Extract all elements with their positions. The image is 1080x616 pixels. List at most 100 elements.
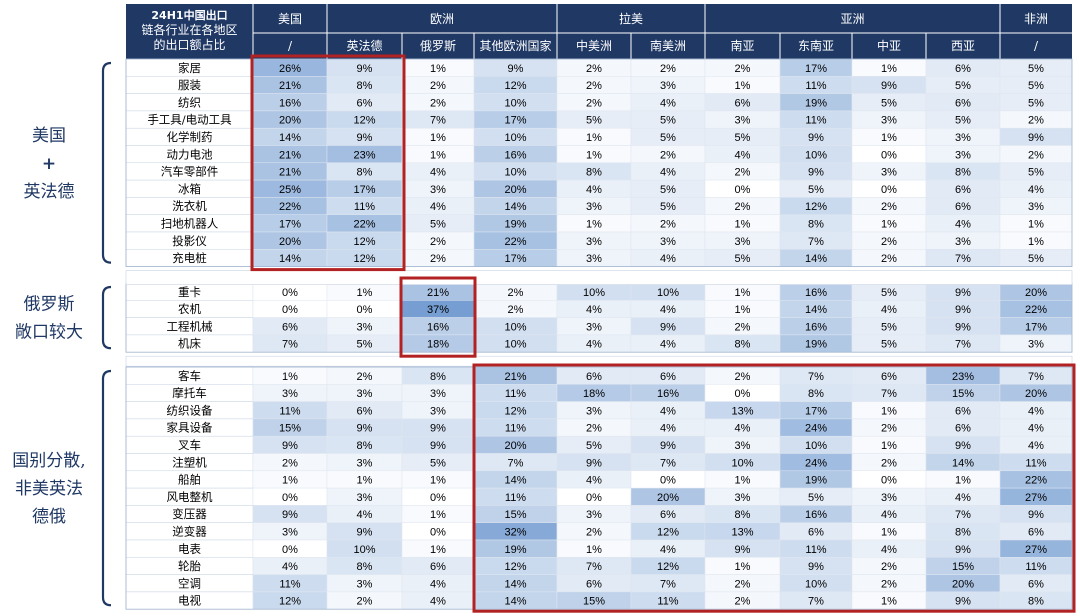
cell-value: 4% (430, 578, 446, 590)
row-label: 电视 (178, 594, 201, 608)
cell-value: 10% (805, 149, 827, 161)
row-label: 注塑机 (172, 455, 207, 469)
cell-value: 1% (586, 544, 602, 556)
cell-value: 11% (279, 578, 300, 590)
cell-value: 3% (735, 115, 751, 127)
cell-value: 23% (952, 371, 974, 383)
cell-value: 19% (805, 475, 827, 487)
group-bracket (101, 369, 112, 607)
cell-value: 2% (881, 561, 897, 573)
cell-value: 6% (430, 561, 446, 573)
cell-value: 9% (955, 321, 971, 333)
cell-value: 22% (279, 201, 301, 213)
cell-value: 16% (805, 287, 827, 299)
cell-value: 1% (282, 371, 298, 383)
cell-value: 2% (881, 578, 897, 590)
cell-value: 13% (731, 527, 753, 539)
cell-value: 1% (586, 149, 602, 161)
cell-value: 8% (808, 388, 824, 400)
cell-value: 4% (586, 339, 602, 351)
cell-value: 4% (660, 304, 676, 316)
cell-value: 1% (357, 475, 373, 487)
cell-value: 17% (504, 253, 526, 265)
cell-value: 12% (504, 561, 526, 573)
cell-value: 23% (353, 149, 375, 161)
cell-value: 8% (955, 527, 971, 539)
cell-value: 4% (660, 423, 676, 435)
cell-value: 4% (735, 423, 751, 435)
cell-value: 9% (1028, 132, 1044, 144)
cell-value: 20% (504, 184, 526, 196)
highlight-boxes (250, 54, 1076, 613)
cell-value: 14% (504, 201, 526, 213)
cell-value: 0% (282, 492, 298, 504)
row-label: 机床 (178, 337, 201, 351)
row-label: 轮胎 (178, 559, 201, 573)
cell-value: 1% (881, 219, 897, 231)
cell-value: 4% (430, 201, 446, 213)
cell-value: 6% (955, 63, 971, 75)
cell-value: 4% (586, 184, 602, 196)
cell-value: 8% (735, 339, 751, 351)
cell-value: 15% (583, 596, 605, 608)
row-label: 投影仪 (172, 234, 207, 248)
cell-value: 2% (1028, 149, 1044, 161)
cell-value: 1% (881, 63, 897, 75)
cell-value: 1% (430, 509, 446, 521)
cell-value: 2% (508, 287, 524, 299)
cell-value: 1% (735, 219, 751, 231)
cell-value: 3% (357, 492, 373, 504)
cell-value: 9% (660, 321, 676, 333)
cell-value: 1% (282, 475, 298, 487)
cell-value: 2% (881, 423, 897, 435)
cell-value: 2% (508, 304, 524, 316)
cell-value: 2% (430, 80, 446, 92)
cell-value: 3% (735, 236, 751, 248)
cell-value: 12% (353, 236, 375, 248)
column-header: 其他欧洲国家 (479, 38, 551, 53)
cell-value: 3% (955, 236, 971, 248)
cell-value: 10% (583, 287, 605, 299)
cell-value: 8% (808, 219, 824, 231)
cell-value: 14% (504, 475, 526, 487)
cell-value: 9% (955, 287, 971, 299)
cell-value: 5% (808, 184, 824, 196)
group-side-label: 非美英法 (15, 479, 83, 499)
cell-value: 1% (430, 149, 446, 161)
cell-value: 1% (735, 475, 751, 487)
cell-value: 8% (357, 80, 373, 92)
cell-value: 7% (955, 509, 971, 521)
cell-value: 5% (1028, 167, 1044, 179)
cell-value: 16% (805, 509, 827, 521)
cell-value: 2% (357, 371, 373, 383)
cell-value: 3% (586, 321, 602, 333)
cell-value: 20% (1025, 287, 1047, 299)
column-header: 南美洲 (650, 38, 686, 53)
column-header: 中美洲 (576, 38, 612, 53)
cell-value: 17% (279, 219, 301, 231)
cell-value: 17% (805, 63, 827, 75)
cell-value: 14% (504, 578, 526, 590)
row-label: 电表 (178, 542, 201, 556)
cell-value: 3% (881, 115, 897, 127)
cell-value: 5% (430, 219, 446, 231)
cell-value: 1% (586, 219, 602, 231)
row-label: 逆变器 (172, 525, 207, 539)
spacer-row (125, 270, 1073, 285)
cell-value: 4% (430, 596, 446, 608)
cell-value: 2% (430, 253, 446, 265)
group-side-label: 敞口较大 (15, 323, 83, 343)
cell-value: 6% (955, 97, 971, 109)
cell-value: 19% (504, 219, 526, 231)
highlight-box-russia (399, 276, 477, 358)
cell-value: 14% (504, 596, 526, 608)
cell-value: 10% (504, 339, 526, 351)
row-label: 船舶 (178, 473, 201, 487)
cell-value: 10% (504, 97, 526, 109)
cell-value: 0% (735, 184, 751, 196)
cell-value: 6% (1028, 578, 1044, 590)
cell-value: 20% (952, 578, 974, 590)
cell-value: 11% (505, 423, 526, 435)
cell-value: 3% (357, 388, 373, 400)
table-body: 家居 26% 9% 1% 9% 2% 2% 2% 17% 1% 6% 5% 服装 21% 8% 2% 12% 2%… (125, 58, 1073, 610)
